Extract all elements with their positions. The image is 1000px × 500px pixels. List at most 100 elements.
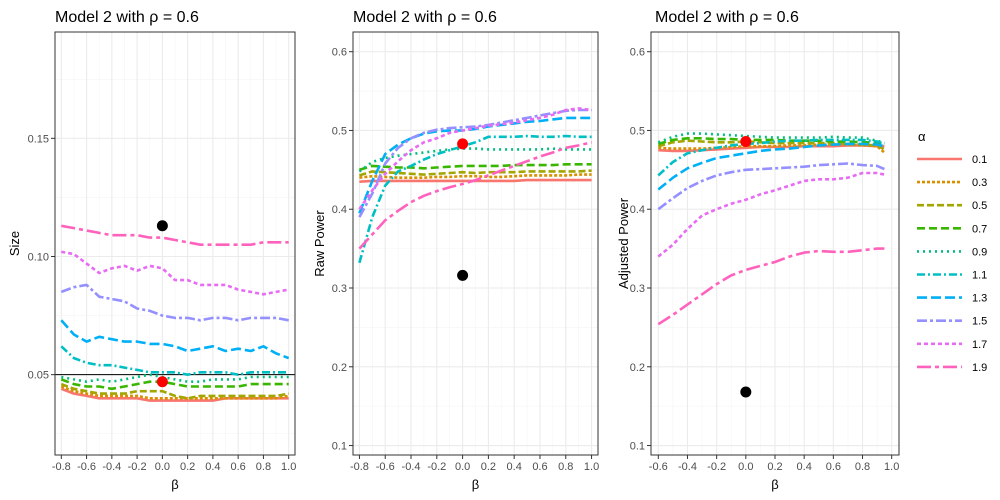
series-line-alpha-0.5	[359, 169, 592, 177]
point-black	[457, 269, 469, 281]
x-tick-label: 0.6	[826, 461, 841, 473]
x-tick-label: -0.8	[52, 461, 71, 473]
series-line-alpha-1.5	[358, 108, 592, 218]
series-line-alpha-1.1	[358, 134, 592, 264]
y-tick-label: 0.5	[630, 125, 645, 137]
legend-label: 1.5	[972, 316, 987, 328]
series-line-alpha-0.7	[359, 163, 592, 172]
series-line-alpha-0.7	[657, 137, 885, 146]
x-tick-label: -0.2	[128, 461, 147, 473]
series-line-alpha-1.5	[60, 283, 289, 322]
y-tick-label: 0.5	[332, 125, 347, 137]
series-line-alpha-0.9	[358, 147, 592, 173]
panel-1: -0.8 -0.6 -0.4 -0.2 0.0 0.2 0.4 0.6 0.8 1.0 0.05 0.…	[7, 9, 296, 492]
series-line-alpha-1.3	[657, 142, 885, 191]
x-tick-label: -0.4	[402, 461, 421, 473]
y-tick-label: 0.2	[630, 362, 645, 374]
series-line-alpha-0.3	[658, 143, 886, 154]
panel-title: Model 2 with ρ = 0.6	[55, 9, 199, 26]
x-tick-label: 0.2	[767, 461, 782, 473]
series-line-alpha-1.9	[358, 141, 592, 250]
x-tick-label: -0.2	[427, 461, 446, 473]
x-axis-label: β	[472, 477, 479, 492]
y-tick-label: 0.1	[332, 441, 347, 453]
x-tick-label: 0.4	[797, 461, 812, 473]
x-tick-label: 0.0	[155, 461, 170, 473]
series-line-alpha-1.7	[61, 250, 289, 296]
y-tick-label: 0.1	[630, 441, 645, 453]
series-line-alpha-1.9	[657, 247, 885, 326]
y-tick-label: 0.3	[332, 283, 347, 295]
x-tick-label: 0.0	[455, 461, 470, 473]
y-tick-label: 0.05	[28, 370, 49, 382]
x-tick-label: -0.6	[649, 461, 668, 473]
x-tick-label: -0.6	[376, 461, 395, 473]
legend-label: 1.1	[972, 270, 987, 282]
legend-item-0.1: 0.1	[917, 154, 987, 166]
point-black	[156, 220, 168, 232]
series-line-alpha-0.3	[359, 173, 592, 179]
legend-item-0.3: 0.3	[917, 177, 987, 189]
legend-label: 0.9	[972, 246, 987, 258]
y-tick-label: 0.10	[28, 251, 49, 263]
legend-item-0.7: 0.7	[917, 223, 987, 235]
x-tick-label: 1.0	[281, 461, 296, 473]
legend-label: 0.7	[972, 223, 987, 235]
legend-item-1.5: 1.5	[917, 316, 987, 328]
y-tick-label: 0.4	[630, 204, 645, 216]
series-line-alpha-1.7	[358, 107, 592, 210]
x-tick-label: 0.2	[180, 461, 195, 473]
series-line-alpha-1.3	[60, 319, 290, 360]
panel-3: -0.6 -0.4 -0.2 0.0 0.2 0.4 0.6 0.8 1.0 0.1 0.2 0.3 0…	[616, 9, 900, 492]
x-tick-label: 0.4	[205, 461, 220, 473]
panel-2: -0.8 -0.6 -0.4 -0.2 0.0 0.2 0.4 0.6 0.8 1.0 0.1 0.2…	[312, 9, 599, 492]
x-tick-label: -0.8	[350, 461, 369, 473]
x-tick-label: 1.0	[584, 461, 599, 473]
legend-item-0.5: 0.5	[917, 200, 987, 212]
x-axis-label: β	[171, 477, 178, 492]
panel-border	[54, 31, 296, 456]
panel-title: Model 2 with ρ = 0.6	[353, 9, 497, 26]
panel-title: Model 2 with ρ = 0.6	[655, 9, 799, 26]
legend-label: 0.3	[972, 177, 987, 189]
y-tick-label: 0.15	[28, 133, 49, 145]
x-tick-label: 0.6	[231, 461, 246, 473]
y-axis-label: Raw Power	[312, 210, 327, 277]
y-tick-label: 0.6	[332, 47, 347, 59]
series-line-alpha-0.3	[60, 385, 289, 400]
x-tick-label: -0.6	[77, 461, 96, 473]
x-tick-label: -0.2	[707, 461, 726, 473]
point-red	[740, 135, 752, 147]
y-axis-label: Size	[7, 231, 22, 256]
series-line-alpha-1.1	[60, 345, 289, 377]
legend-label: 1.3	[972, 293, 987, 305]
y-tick-label: 0.3	[630, 283, 645, 295]
x-tick-label: 0.4	[507, 461, 522, 473]
x-tick-label: -0.4	[678, 461, 697, 473]
point-black	[740, 386, 752, 398]
legend-item-1.1: 1.1	[917, 270, 987, 282]
series-line-alpha-0.7	[60, 378, 289, 391]
legend: α 0.1 0.3 0.5 0.7 0.9 1.1 1.3 1.5 1.7 1.9	[917, 129, 987, 374]
y-tick-label: 0.4	[332, 204, 347, 216]
y-tick-label: 0.2	[332, 362, 347, 374]
x-tick-label: 0.2	[481, 461, 496, 473]
x-tick-label: 0.8	[256, 461, 271, 473]
x-tick-label: 0.6	[532, 461, 547, 473]
x-tick-label: 0.8	[558, 461, 573, 473]
series-line-alpha-0.5	[60, 382, 289, 400]
series-line-alpha-1.7	[657, 171, 885, 258]
y-tick-label: 0.6	[630, 47, 645, 59]
y-axis-label: Adjusted Power	[616, 197, 631, 289]
x-tick-label: 0.8	[855, 461, 870, 473]
legend-label: 0.5	[972, 200, 987, 212]
legend-title: α	[918, 129, 926, 144]
x-axis-label: β	[771, 477, 778, 492]
legend-item-0.9: 0.9	[917, 246, 987, 258]
series-line-alpha-0.9	[61, 373, 289, 384]
x-tick-label: -0.4	[102, 461, 121, 473]
panel-border	[352, 31, 599, 456]
series-line-alpha-1.9	[61, 224, 289, 246]
legend-item-1.3: 1.3	[917, 293, 987, 305]
